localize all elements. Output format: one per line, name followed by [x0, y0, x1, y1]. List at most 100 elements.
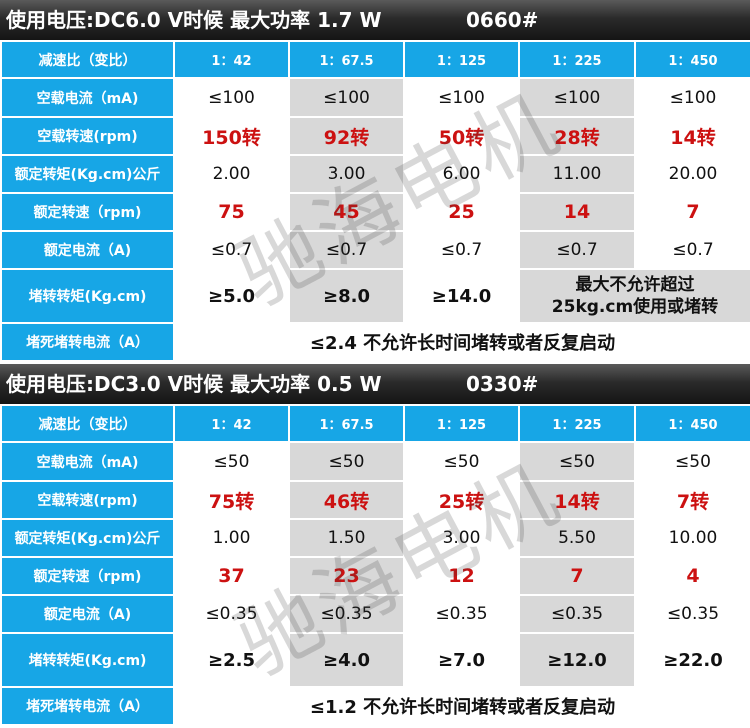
row-label-ratio: 减速比（变比） — [0, 404, 175, 443]
value-cell: ≤0.7 — [403, 230, 520, 270]
value-cell: 20.00 — [634, 154, 750, 194]
value-cell: ≥4.0 — [288, 632, 405, 688]
section-1-header: 使用电压:DC6.0 V时候 最大功率 1.7 W 0660# — [0, 0, 750, 40]
value-cell: 2.00 — [173, 154, 290, 194]
section-2-model: 0330# — [466, 372, 539, 396]
value-cell: 14转 — [518, 480, 636, 520]
value-cell: ≥5.0 — [173, 268, 290, 324]
value-cell: ≤50 — [518, 441, 636, 482]
table-row: 堵死堵转电流（A） ≤2.4 不允许长时间堵转或者反复启动 — [0, 322, 750, 362]
value-cell: 14 — [518, 192, 636, 232]
row-label-stall-current: 堵死堵转电流（A） — [0, 322, 175, 362]
table-row: 空载转速(rpm) 150转 92转 50转 28转 14转 — [0, 116, 750, 156]
row-label-ratio: 减速比（变比） — [0, 40, 175, 79]
value-cell: 46转 — [288, 480, 405, 520]
value-cell: ≤0.7 — [518, 230, 636, 270]
section-2-title: 使用电压:DC3.0 V时候 最大功率 0.5 W — [6, 372, 382, 396]
table-row: 堵死堵转电流（A） ≤1.2 不允许长时间堵转或者反复启动 — [0, 686, 750, 726]
stall-torque-note: 最大不允许超过 25kg.cm使用或堵转 — [518, 268, 750, 324]
section-1-title: 使用电压:DC6.0 V时候 最大功率 1.7 W — [6, 8, 382, 32]
value-cell: ≤100 — [634, 77, 750, 118]
row-label-stall-torque: 堵转转矩(Kg.cm) — [0, 632, 175, 688]
ratio-cell: 1：225 — [518, 404, 636, 443]
row-label-rated-torque: 额定转矩(Kg.cm)公斤 — [0, 518, 175, 558]
ratio-cell: 1：125 — [403, 404, 520, 443]
table-row: 额定转矩(Kg.cm)公斤 2.00 3.00 6.00 11.00 20.00 — [0, 154, 750, 194]
value-cell: ≤0.7 — [173, 230, 290, 270]
table-row: 堵转转矩(Kg.cm) ≥5.0 ≥8.0 ≥14.0 最大不允许超过 25kg… — [0, 268, 750, 324]
value-cell: 150转 — [173, 116, 290, 156]
value-cell: 7转 — [634, 480, 750, 520]
ratio-cell: 1：67.5 — [288, 404, 405, 443]
value-cell: 14转 — [634, 116, 750, 156]
value-cell: ≤50 — [634, 441, 750, 482]
section-2-spec-table: 减速比（变比） 1：42 1：67.5 1：125 1：225 1：450 空载… — [0, 404, 750, 726]
value-cell: ≥12.0 — [518, 632, 636, 688]
value-cell: ≤100 — [518, 77, 636, 118]
table-row: 额定转速（rpm) 37 23 12 7 4 — [0, 556, 750, 596]
value-cell: 23 — [288, 556, 405, 596]
table-row: 减速比（变比） 1：42 1：67.5 1：125 1：225 1：450 — [0, 40, 750, 79]
table-row: 额定电流（A) ≤0.35 ≤0.35 ≤0.35 ≤0.35 ≤0.35 — [0, 594, 750, 634]
row-label-noload-speed: 空载转速(rpm) — [0, 116, 175, 156]
section-1-model: 0660# — [466, 8, 539, 32]
row-label-rated-torque: 额定转矩(Kg.cm)公斤 — [0, 154, 175, 194]
value-cell: 50转 — [403, 116, 520, 156]
value-cell: ≥7.0 — [403, 632, 520, 688]
value-cell: ≤0.35 — [634, 594, 750, 634]
row-label-stall-current: 堵死堵转电流（A） — [0, 686, 175, 726]
value-cell: 28转 — [518, 116, 636, 156]
value-cell: ≤0.7 — [288, 230, 405, 270]
ratio-cell: 1：42 — [173, 404, 290, 443]
ratio-cell: 1：450 — [634, 404, 750, 443]
table-row: 减速比（变比） 1：42 1：67.5 1：125 1：225 1：450 — [0, 404, 750, 443]
value-cell: 12 — [403, 556, 520, 596]
value-cell: 11.00 — [518, 154, 636, 194]
value-cell: ≤100 — [173, 77, 290, 118]
value-cell: 5.50 — [518, 518, 636, 558]
value-cell: 3.00 — [403, 518, 520, 558]
row-label-stall-torque: 堵转转矩(Kg.cm) — [0, 268, 175, 324]
value-cell: ≤0.35 — [403, 594, 520, 634]
value-cell: ≥14.0 — [403, 268, 520, 324]
value-cell: ≤0.35 — [288, 594, 405, 634]
value-cell: ≥22.0 — [634, 632, 750, 688]
value-cell: 1.00 — [173, 518, 290, 558]
value-cell: ≥2.5 — [173, 632, 290, 688]
value-cell: 92转 — [288, 116, 405, 156]
value-cell: 3.00 — [288, 154, 405, 194]
table-row: 额定转速（rpm) 75 45 25 14 7 — [0, 192, 750, 232]
row-label-noload-current: 空载电流（mA) — [0, 77, 175, 118]
row-label-rated-current: 额定电流（A) — [0, 594, 175, 634]
value-cell: 45 — [288, 192, 405, 232]
section-1-spec-table: 减速比（变比） 1：42 1：67.5 1：125 1：225 1：450 空载… — [0, 40, 750, 362]
ratio-cell: 1：42 — [173, 40, 290, 79]
ratio-cell: 1：225 — [518, 40, 636, 79]
stall-current-note: ≤1.2 不允许长时间堵转或者反复启动 — [173, 686, 750, 726]
stall-note-line-2: 25kg.cm使用或堵转 — [551, 297, 719, 317]
value-cell: 25 — [403, 192, 520, 232]
stall-current-note: ≤2.4 不允许长时间堵转或者反复启动 — [173, 322, 750, 362]
value-cell: 6.00 — [403, 154, 520, 194]
value-cell: ≥8.0 — [288, 268, 405, 324]
table-row: 额定转矩(Kg.cm)公斤 1.00 1.50 3.00 5.50 10.00 — [0, 518, 750, 558]
row-label-noload-current: 空载电流（mA) — [0, 441, 175, 482]
value-cell: 7 — [518, 556, 636, 596]
table-row: 空载电流（mA) ≤100 ≤100 ≤100 ≤100 ≤100 — [0, 77, 750, 118]
value-cell: ≤100 — [403, 77, 520, 118]
value-cell: 4 — [634, 556, 750, 596]
value-cell: 25转 — [403, 480, 520, 520]
value-cell: ≤0.7 — [634, 230, 750, 270]
row-label-rated-speed: 额定转速（rpm) — [0, 192, 175, 232]
table-row: 额定电流（A) ≤0.7 ≤0.7 ≤0.7 ≤0.7 ≤0.7 — [0, 230, 750, 270]
table-row: 空载电流（mA) ≤50 ≤50 ≤50 ≤50 ≤50 — [0, 441, 750, 482]
row-label-noload-speed: 空载转速(rpm) — [0, 480, 175, 520]
stall-note-line-1: 最大不允许超过 — [575, 275, 695, 295]
value-cell: ≤0.35 — [173, 594, 290, 634]
table-row: 空载转速(rpm) 75转 46转 25转 14转 7转 — [0, 480, 750, 520]
ratio-cell: 1：67.5 — [288, 40, 405, 79]
ratio-cell: 1：450 — [634, 40, 750, 79]
section-2-header: 使用电压:DC3.0 V时候 最大功率 0.5 W 0330# — [0, 364, 750, 404]
value-cell: 75 — [173, 192, 290, 232]
value-cell: 10.00 — [634, 518, 750, 558]
